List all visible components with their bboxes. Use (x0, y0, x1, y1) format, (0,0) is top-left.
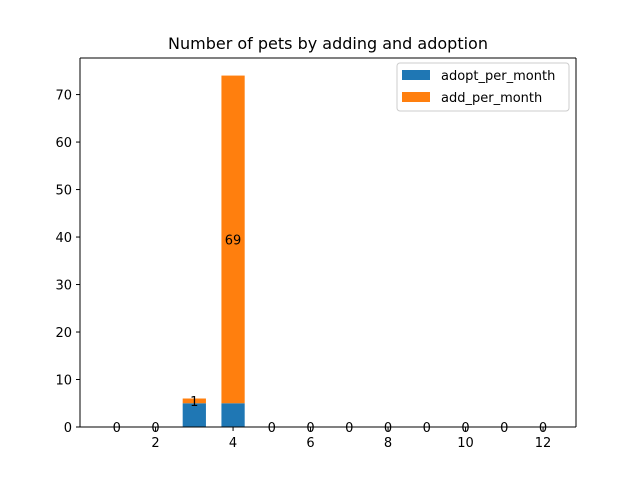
x-tick-label-4: 4 (229, 436, 237, 451)
legend-label-add_per_month: add_per_month (441, 91, 542, 106)
y-ticks: 0 10 20 30 40 50 60 70 (55, 89, 80, 436)
data-label-4: 69 (225, 233, 242, 248)
bar-add_per_month-3 (182, 398, 206, 404)
legend-swatch-adopt_per_month (402, 70, 430, 80)
x-tick-label-10: 10 (457, 436, 474, 451)
data-label-1: 0 (113, 421, 121, 436)
bar-add_per_month-4 (221, 75, 245, 404)
y-tick-label-70: 70 (55, 89, 72, 104)
data-label-5: 0 (268, 421, 276, 436)
legend: adopt_per_month add_per_month (396, 62, 570, 112)
legend-box (396, 62, 570, 112)
axes (79, 57, 577, 428)
chart-title: Number of pets by adding and adoption (168, 34, 488, 53)
y-tick-label-10: 10 (55, 374, 72, 389)
bar-adopt_per_month-4 (221, 403, 245, 427)
y-tick-label-40: 40 (55, 231, 72, 246)
y-tick-label-20: 20 (55, 326, 72, 341)
data-label-11: 0 (500, 421, 508, 436)
x-ticks: 2 4 6 8 10 12 (151, 427, 551, 451)
y-tick-label-50: 50 (55, 184, 72, 199)
y-tick-label-0: 0 (64, 421, 72, 436)
y-tick-label-30: 30 (55, 279, 72, 294)
legend-label-adopt_per_month: adopt_per_month (441, 69, 555, 84)
legend-swatch-add_per_month (402, 92, 430, 102)
bars (182, 75, 245, 427)
x-tick-label-2: 2 (151, 436, 159, 451)
y-tick-label-60: 60 (55, 136, 72, 151)
x-tick-label-8: 8 (384, 436, 392, 451)
x-tick-label-6: 6 (306, 436, 314, 451)
data-label-7: 0 (345, 421, 353, 436)
bar-adopt_per_month-3 (182, 403, 206, 427)
data-label-9: 0 (423, 421, 431, 436)
x-tick-label-12: 12 (535, 436, 552, 451)
data-label-3: 1 (190, 395, 198, 410)
